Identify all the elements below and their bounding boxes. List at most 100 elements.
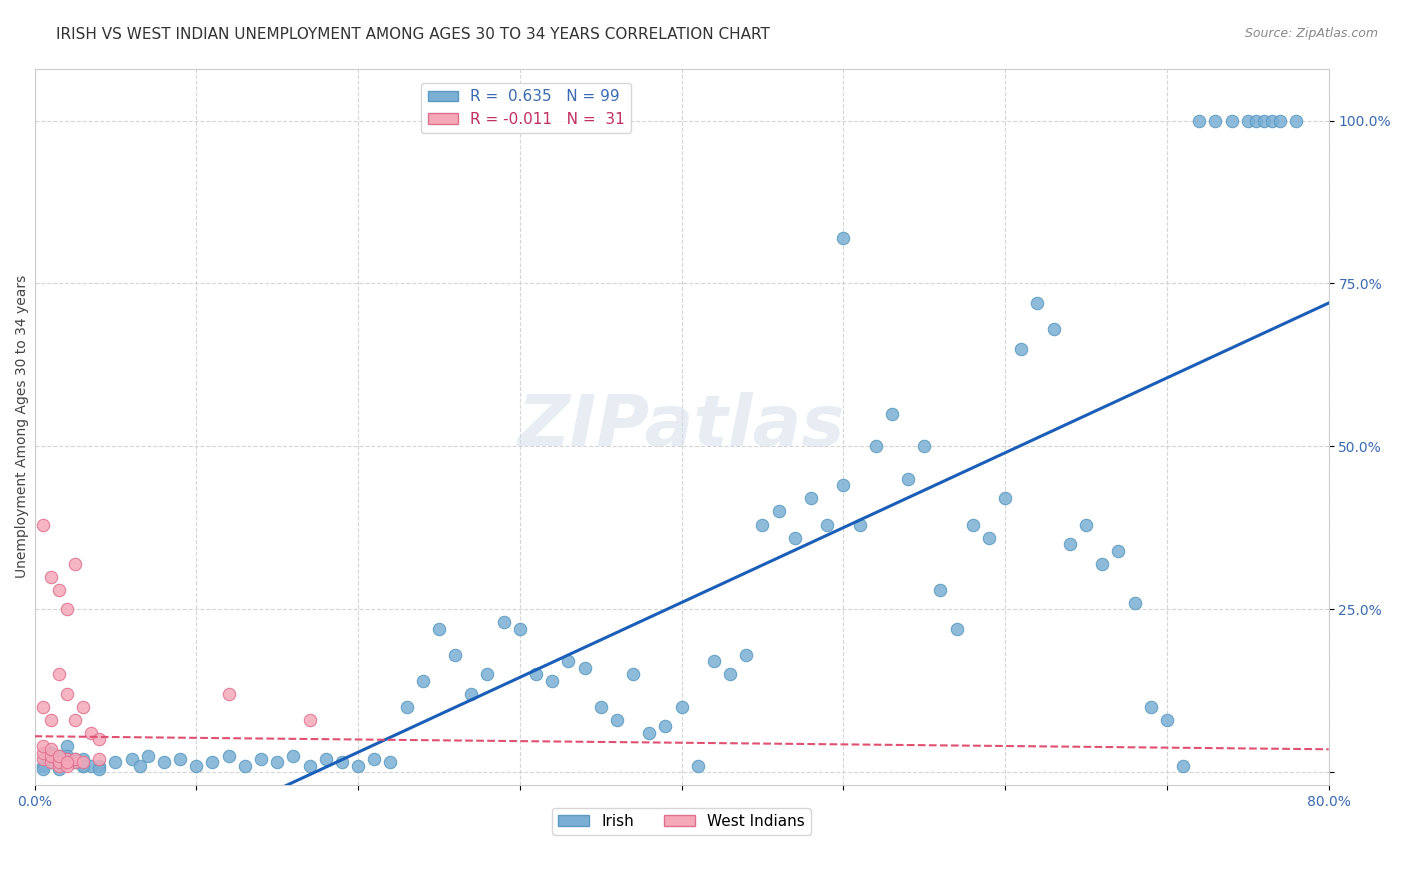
Irish [832,231,855,245]
Irish [832,478,855,492]
Irish [266,756,288,770]
Irish [412,673,434,688]
Irish [1244,113,1267,128]
Irish [1026,296,1049,310]
West Indians [39,742,62,756]
Irish [735,648,758,662]
West Indians [31,739,53,753]
West Indians [80,726,103,740]
Irish [1204,113,1226,128]
West Indians [48,758,70,772]
Irish [1220,113,1243,128]
West Indians [63,557,86,571]
West Indians [72,756,94,770]
Irish [186,758,208,772]
Irish [1236,113,1258,128]
Irish [880,407,903,421]
Irish [1268,113,1291,128]
Irish [718,667,741,681]
Irish [962,517,984,532]
Irish [72,752,94,766]
West Indians [56,687,79,701]
Irish [56,748,79,763]
Irish [39,756,62,770]
Irish [509,622,531,636]
West Indians [56,758,79,772]
Legend: Irish, West Indians: Irish, West Indians [553,807,811,835]
Irish [31,758,53,772]
Irish [897,472,920,486]
Y-axis label: Unemployment Among Ages 30 to 34 years: Unemployment Among Ages 30 to 34 years [15,275,30,578]
Irish [39,752,62,766]
Irish [589,700,612,714]
West Indians [48,756,70,770]
Irish [1123,596,1146,610]
Irish [72,758,94,772]
Irish [574,661,596,675]
Irish [104,756,127,770]
Irish [1139,700,1161,714]
West Indians [63,756,86,770]
Irish [848,517,870,532]
Irish [153,756,176,770]
West Indians [39,713,62,727]
West Indians [31,700,53,714]
Irish [654,719,676,733]
Irish [1107,543,1129,558]
West Indians [89,752,111,766]
Irish [80,758,103,772]
West Indians [31,746,53,760]
West Indians [218,687,240,701]
Irish [1253,113,1275,128]
Irish [1042,322,1064,336]
Irish [929,582,952,597]
Irish [1156,713,1178,727]
Irish [330,756,353,770]
Irish [121,752,143,766]
Irish [56,756,79,770]
Irish [703,654,725,668]
Irish [63,756,86,770]
Irish [460,687,482,701]
Irish [89,758,111,772]
Irish [39,746,62,760]
Irish [250,752,273,766]
West Indians [56,602,79,616]
Irish [395,700,418,714]
Irish [1188,113,1211,128]
Irish [1261,113,1284,128]
Irish [233,758,256,772]
Irish [1074,517,1097,532]
Irish [201,756,224,770]
West Indians [48,582,70,597]
Irish [945,622,967,636]
Irish [606,713,628,727]
West Indians [39,748,62,763]
Irish [524,667,547,681]
Irish [39,746,62,760]
West Indians [72,700,94,714]
Text: IRISH VS WEST INDIAN UNEMPLOYMENT AMONG AGES 30 TO 34 YEARS CORRELATION CHART: IRISH VS WEST INDIAN UNEMPLOYMENT AMONG … [56,27,770,42]
Irish [912,439,935,453]
Irish [89,762,111,776]
Irish [63,752,86,766]
Irish [444,648,467,662]
Irish [128,758,150,772]
West Indians [63,752,86,766]
Text: ZIPatlas: ZIPatlas [517,392,845,461]
Irish [686,758,709,772]
Irish [1010,342,1032,356]
Irish [492,615,515,630]
Irish [56,752,79,766]
West Indians [63,713,86,727]
Irish [751,517,773,532]
West Indians [39,569,62,583]
Irish [363,752,385,766]
Irish [283,748,305,763]
Irish [427,622,450,636]
West Indians [89,732,111,747]
Irish [48,748,70,763]
Irish [638,726,661,740]
Irish [768,504,790,518]
Irish [72,758,94,772]
